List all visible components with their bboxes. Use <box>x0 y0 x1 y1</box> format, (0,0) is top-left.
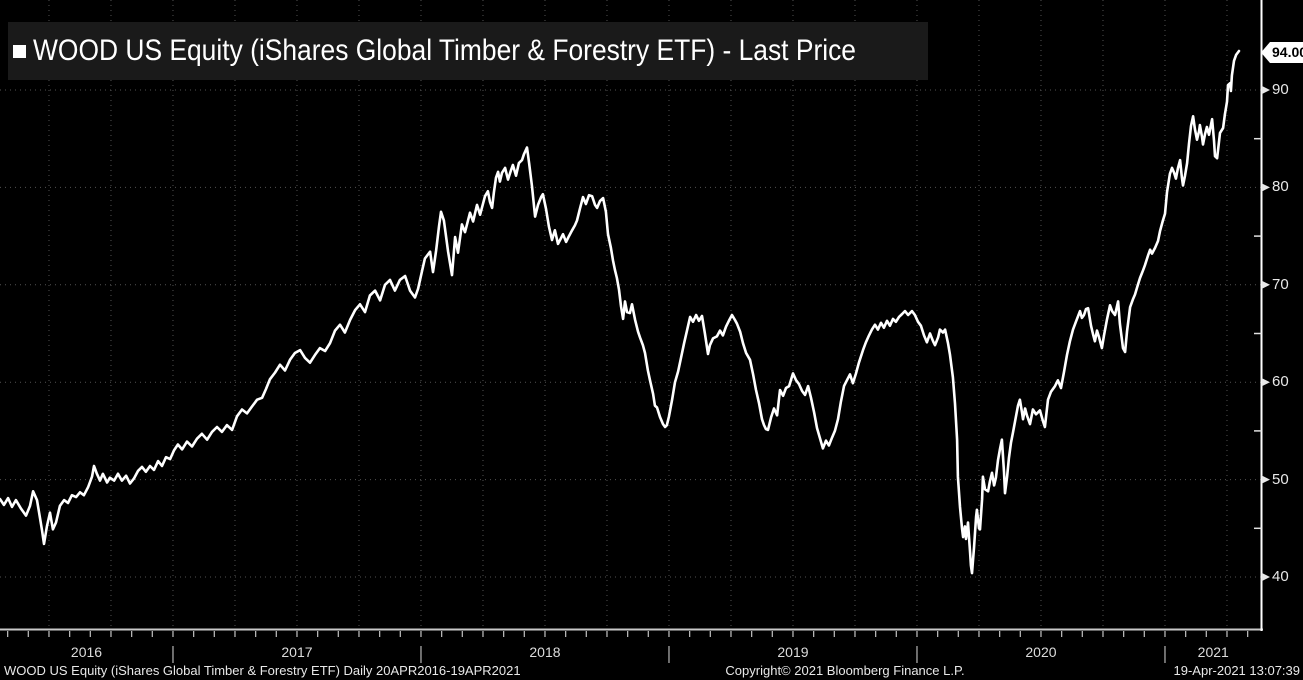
y-tick-arrow-icon <box>1261 475 1270 484</box>
y-axis-label: 60 <box>1272 373 1289 391</box>
chart-title: WOOD US Equity (iShares Global Timber & … <box>33 34 856 67</box>
price-line <box>0 49 1241 575</box>
footer-security-info: WOOD US Equity (iShares Global Timber & … <box>4 663 521 678</box>
y-axis-label: 40 <box>1272 568 1289 585</box>
footer-copyright: Copyright© 2021 Bloomberg Finance L.P. <box>725 663 965 678</box>
x-axis-year-label: 2018 <box>529 644 561 660</box>
y-axis-label: 80 <box>1272 178 1289 196</box>
chart-title-bar: WOOD US Equity (iShares Global Timber & … <box>8 22 928 80</box>
series-marker-icon <box>13 44 26 58</box>
x-axis-year-label: 2016 <box>70 644 103 660</box>
y-tick-arrow-icon <box>1261 85 1270 95</box>
y-axis-label: 50 <box>1272 470 1289 488</box>
y-tick-arrow-icon <box>1261 280 1270 289</box>
x-axis-year-label: 2017 <box>281 644 313 660</box>
x-axis-year-label: 2019 <box>777 644 809 660</box>
y-axis-label: 90 <box>1272 81 1289 98</box>
last-price-value: 94.00 <box>1272 44 1303 60</box>
status-bar: WOOD US Equity (iShares Global Timber & … <box>0 663 1303 680</box>
y-tick-arrow-icon <box>1261 378 1270 387</box>
x-axis-year-label: 2020 <box>1025 644 1057 660</box>
x-axis-year-label: 2021 <box>1197 644 1229 660</box>
y-tick-arrow-icon <box>1261 572 1270 582</box>
y-axis-label: 70 <box>1272 275 1289 293</box>
y-tick-arrow-icon <box>1261 183 1270 192</box>
last-price-flag: 94.00 <box>1261 42 1303 63</box>
footer-timestamp: 19-Apr-2021 13:07:39 <box>1173 663 1300 678</box>
